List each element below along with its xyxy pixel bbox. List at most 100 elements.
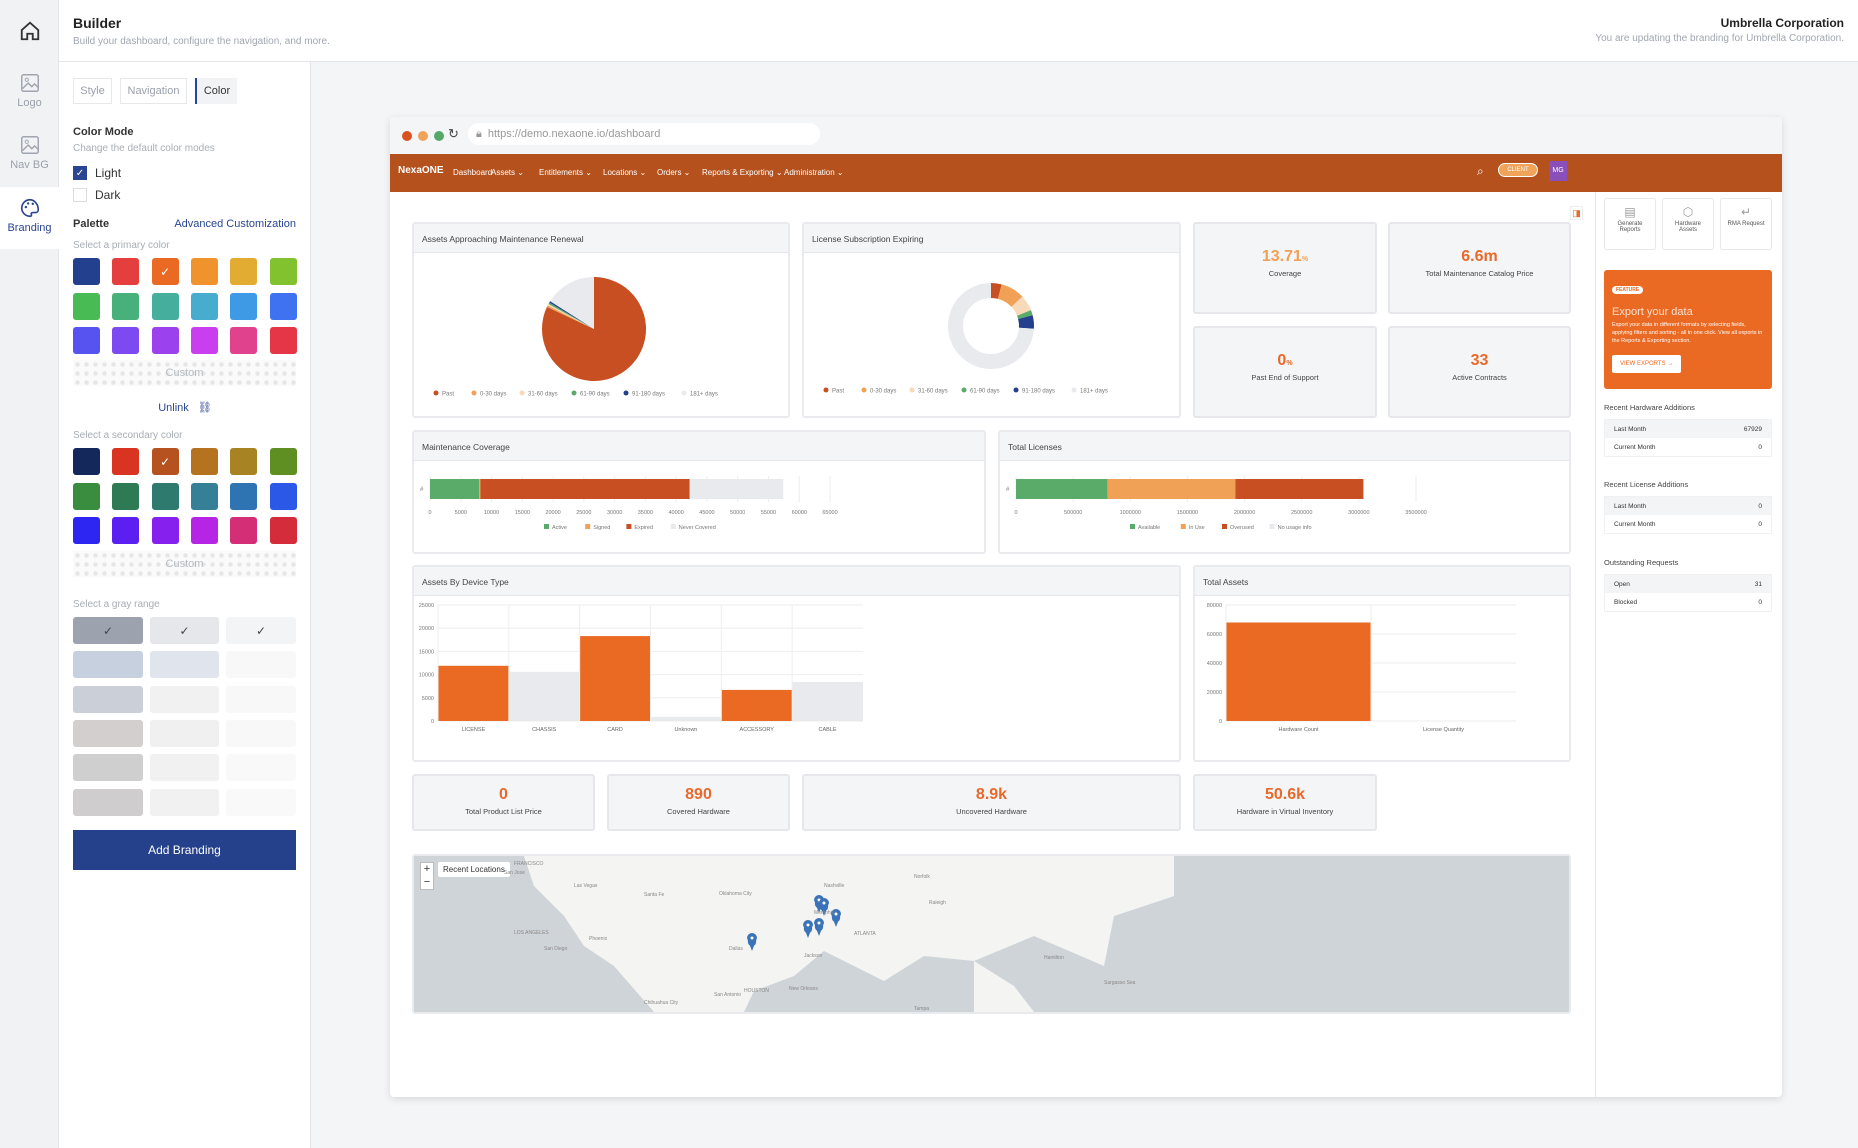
primary-color-swatch[interactable] xyxy=(269,258,297,285)
light-mode-checkbox[interactable]: ✓ Light xyxy=(73,166,121,180)
unlink-button[interactable]: Unlink ⛓ xyxy=(59,401,311,414)
gray-swatch[interactable] xyxy=(226,651,296,679)
pie-slice[interactable] xyxy=(1011,296,1031,316)
bar[interactable] xyxy=(792,682,863,721)
reload-icon[interactable]: ↻ xyxy=(448,126,459,141)
url-bar[interactable]: 🔒︎ https://demo.nexaone.io/dashboard xyxy=(468,123,820,145)
primary-color-swatch[interactable] xyxy=(73,258,100,285)
gray-swatch[interactable] xyxy=(226,754,296,782)
rail-nav-bg[interactable]: Nav BG xyxy=(0,134,59,179)
primary-color-swatch[interactable]: ✓ xyxy=(151,258,179,285)
bar-segment[interactable] xyxy=(479,479,481,499)
secondary-color-swatch[interactable] xyxy=(112,517,140,544)
bar-segment[interactable] xyxy=(1016,479,1108,499)
bar-segment[interactable] xyxy=(1235,479,1364,499)
primary-custom-color[interactable]: Custom xyxy=(73,360,296,386)
primary-color-swatch[interactable] xyxy=(190,327,218,354)
gray-swatch[interactable]: ✓ xyxy=(150,617,219,644)
secondary-color-swatch[interactable] xyxy=(269,517,297,544)
bar[interactable] xyxy=(508,671,580,721)
pie-slice[interactable] xyxy=(549,301,594,329)
tab-style[interactable]: Style xyxy=(73,78,112,104)
recent-locations-map[interactable]: + − Recent Locations FRANCISCO San Jose La… xyxy=(412,854,1571,1014)
secondary-color-swatch[interactable] xyxy=(112,448,140,475)
gray-swatch[interactable] xyxy=(73,788,143,816)
secondary-color-swatch[interactable] xyxy=(230,482,258,510)
pie-slice[interactable] xyxy=(548,302,594,329)
pie-slice[interactable] xyxy=(991,283,1002,299)
location-pin-icon[interactable] xyxy=(803,920,813,938)
secondary-color-swatch[interactable] xyxy=(73,517,100,544)
rail-logo[interactable]: Logo xyxy=(0,72,59,117)
bar-segment[interactable] xyxy=(689,479,784,499)
zoom-out-button[interactable]: − xyxy=(423,876,431,888)
bar[interactable] xyxy=(579,636,651,721)
secondary-color-swatch[interactable] xyxy=(230,517,258,544)
bar[interactable] xyxy=(721,689,793,721)
quick-action-button[interactable]: ▤ Generate Reports xyxy=(1604,198,1656,250)
primary-color-swatch[interactable] xyxy=(112,327,140,354)
primary-color-swatch[interactable] xyxy=(230,327,258,354)
pie-slice[interactable] xyxy=(948,283,1034,369)
tab-color[interactable]: Color xyxy=(195,78,237,104)
gray-swatch[interactable] xyxy=(73,754,143,782)
pie-slice[interactable] xyxy=(1017,310,1033,320)
pie-slice[interactable] xyxy=(997,284,1023,307)
location-pin-icon[interactable] xyxy=(814,918,824,936)
panel-toggle-icon[interactable]: ◨ xyxy=(1570,206,1583,220)
primary-color-swatch[interactable] xyxy=(269,292,297,320)
app-logo[interactable]: NexaONE xyxy=(398,165,444,176)
secondary-color-swatch[interactable] xyxy=(190,482,218,510)
gray-swatch[interactable] xyxy=(226,719,296,747)
quick-action-button[interactable]: ↵ RMA Request xyxy=(1720,198,1772,250)
pie-slice[interactable] xyxy=(1018,315,1034,329)
primary-color-swatch[interactable] xyxy=(190,292,218,320)
secondary-color-swatch[interactable] xyxy=(190,517,218,544)
bar-segment[interactable] xyxy=(1107,479,1236,499)
advanced-customization-link[interactable]: Advanced Customization xyxy=(174,218,296,230)
location-pin-icon[interactable] xyxy=(831,909,841,927)
primary-color-swatch[interactable] xyxy=(269,327,297,354)
pie-slice[interactable] xyxy=(550,277,594,329)
primary-color-swatch[interactable] xyxy=(230,258,258,285)
primary-color-swatch[interactable] xyxy=(73,292,100,320)
secondary-color-swatch[interactable] xyxy=(190,448,218,475)
search-icon[interactable]: ⌕ xyxy=(1477,164,1484,178)
gray-swatch[interactable] xyxy=(73,651,143,679)
rail-branding[interactable]: Branding xyxy=(0,187,59,249)
rail-home[interactable] xyxy=(0,14,59,50)
secondary-color-swatch[interactable] xyxy=(269,448,297,475)
location-pin-icon[interactable] xyxy=(747,933,757,951)
gray-swatch[interactable] xyxy=(150,685,219,713)
map-canvas[interactable] xyxy=(414,856,1569,1012)
gray-swatch[interactable] xyxy=(150,754,219,782)
bar[interactable] xyxy=(1226,622,1371,721)
secondary-color-swatch[interactable]: ✓ xyxy=(151,448,179,475)
primary-color-swatch[interactable] xyxy=(112,258,140,285)
bar[interactable] xyxy=(650,716,722,721)
nav-item[interactable]: Entitlements ⌄ xyxy=(539,168,592,177)
secondary-color-swatch[interactable] xyxy=(230,448,258,475)
secondary-color-swatch[interactable] xyxy=(151,517,179,544)
gray-swatch[interactable] xyxy=(150,719,219,747)
tab-navigation[interactable]: Navigation xyxy=(120,78,187,104)
bar-segment[interactable] xyxy=(430,479,480,499)
primary-color-swatch[interactable] xyxy=(73,327,100,354)
location-pin-icon[interactable] xyxy=(819,898,829,916)
nav-item[interactable]: Dashboard xyxy=(453,168,492,177)
pie-slice[interactable] xyxy=(546,305,594,329)
gray-swatch[interactable] xyxy=(73,719,143,747)
secondary-color-swatch[interactable] xyxy=(73,448,100,475)
gray-swatch[interactable]: ✓ xyxy=(73,617,143,644)
bar-segment[interactable] xyxy=(480,479,690,499)
gray-swatch[interactable] xyxy=(226,685,296,713)
pie-slice[interactable] xyxy=(547,303,594,329)
add-branding-button[interactable]: Add Branding xyxy=(73,830,296,870)
primary-color-swatch[interactable] xyxy=(190,258,218,285)
gray-swatch[interactable] xyxy=(150,651,219,679)
nav-item[interactable]: Orders ⌄ xyxy=(657,168,690,177)
zoom-in-button[interactable]: + xyxy=(423,863,431,875)
primary-color-swatch[interactable] xyxy=(230,292,258,320)
nav-item[interactable]: Assets ⌄ xyxy=(491,168,524,177)
dark-mode-checkbox[interactable]: Dark xyxy=(73,188,120,202)
